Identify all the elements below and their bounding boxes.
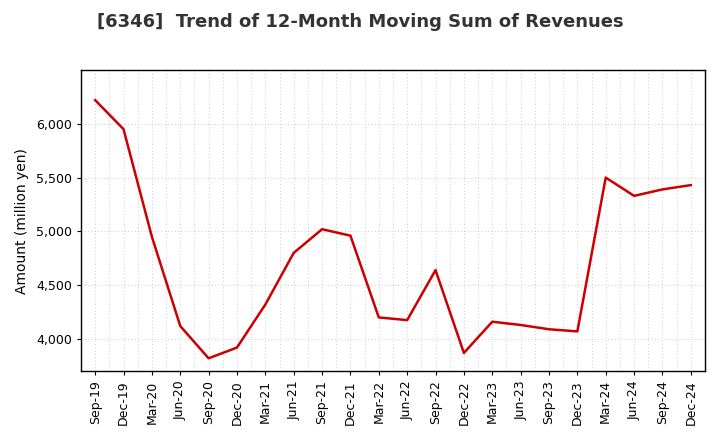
Text: [6346]  Trend of 12-Month Moving Sum of Revenues: [6346] Trend of 12-Month Moving Sum of R…: [96, 13, 624, 31]
Y-axis label: Amount (million yen): Amount (million yen): [15, 148, 29, 293]
